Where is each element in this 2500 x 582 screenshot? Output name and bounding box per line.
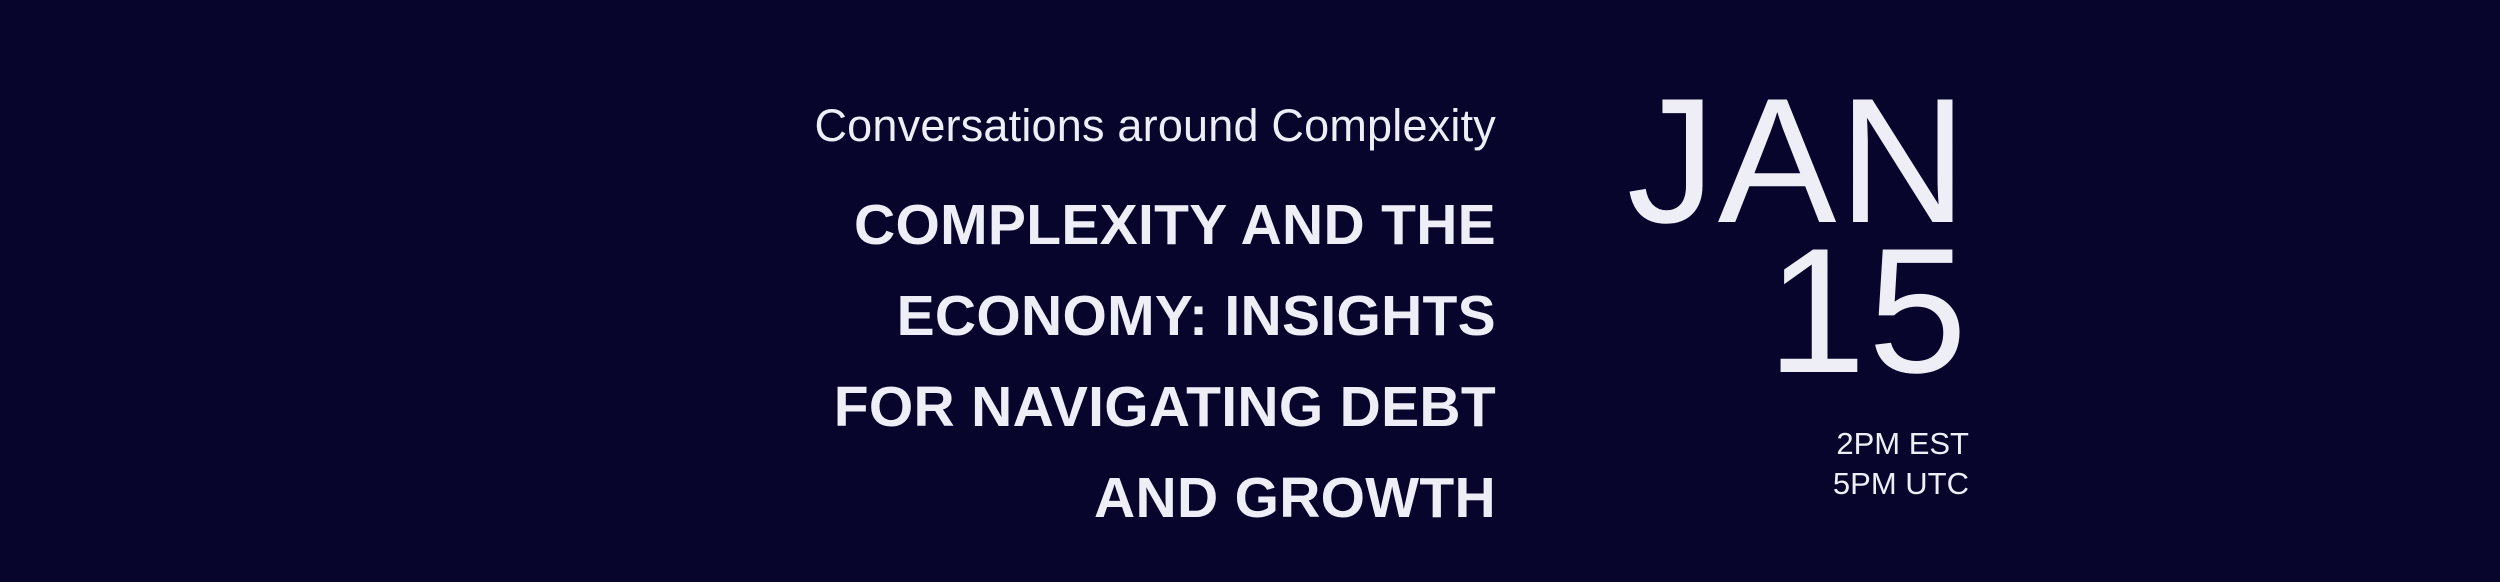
event-date: JAN 15 2PM EST 5PM UTC xyxy=(1626,61,1969,504)
event-times: 2PM EST 5PM UTC xyxy=(1627,424,1969,504)
event-title-line: ECONOMY: INSIGHTS xyxy=(896,284,1496,348)
event-title-line: FOR NAVIGATING DEBT xyxy=(833,375,1496,439)
event-time-est: 2PM EST xyxy=(1836,426,1969,461)
event-day: 15 xyxy=(1767,211,1969,410)
event-title-line: COMPLEXITY AND THE xyxy=(854,193,1496,257)
event-title-line: AND GROWTH xyxy=(1094,466,1496,530)
event-month: JAN xyxy=(1626,61,1969,260)
event-title: COMPLEXITY AND THE ECONOMY: INSIGHTS FOR… xyxy=(596,180,1496,544)
series-name: Conversations around Complexity xyxy=(814,100,1496,151)
event-info: Conversations around Complexity COMPLEXI… xyxy=(596,96,1496,544)
event-time-utc: 5PM UTC xyxy=(1832,466,1969,501)
